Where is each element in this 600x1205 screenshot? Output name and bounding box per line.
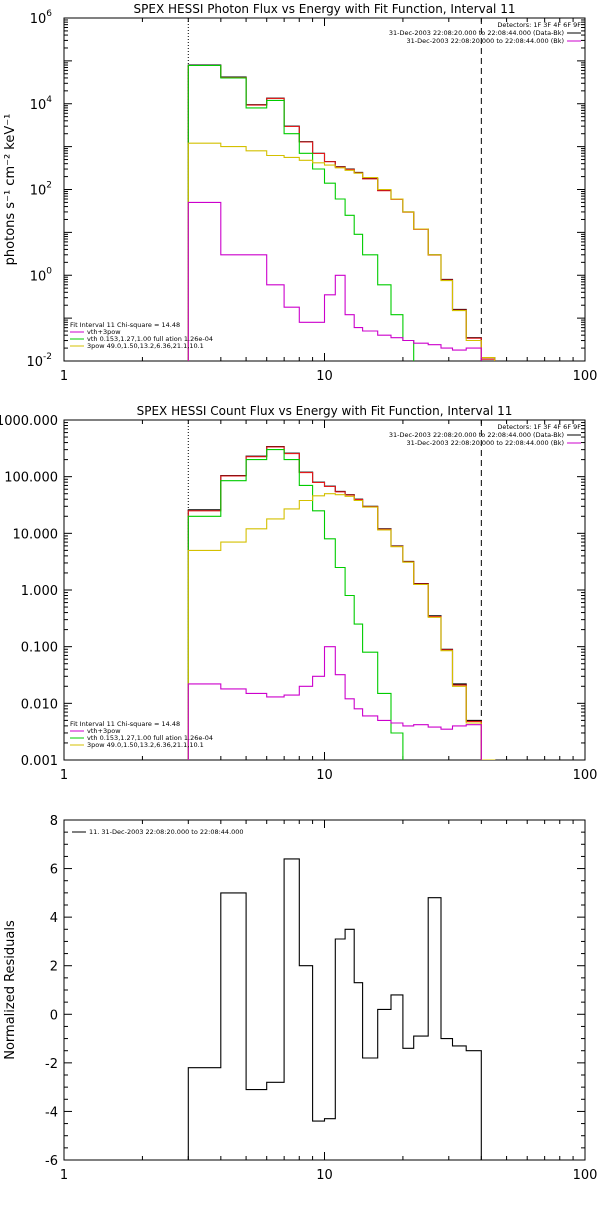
y-tick-label-count: 0.100 (21, 641, 58, 656)
series-residuals-residuals (187, 858, 482, 1160)
series-thermal-count (187, 449, 404, 760)
y-tick-label-base: 10 (30, 98, 47, 113)
y-tick-label-residuals: 2 (50, 960, 58, 975)
plot-frame-residuals (63, 819, 586, 1161)
series-power-law-count (187, 493, 496, 760)
y-tick-label-residuals: -6 (45, 1154, 58, 1169)
legend-entry-text: vth+3pow (87, 727, 121, 735)
series-line-component-count (187, 646, 482, 760)
chart-count: SPEX HESSI Count Flux vs Energy with Fit… (0, 404, 597, 783)
legend-entry-text: vth 0.153,1.27,1.00 full ation 1.26e-04 (87, 734, 213, 742)
plot-area-count (187, 420, 496, 760)
x-tick-label-count: 1 (60, 768, 68, 783)
legend-entry-text: 3pow 49.0,1.50,13.2,6.36,21.1,10.1 (87, 741, 204, 749)
y-tick-label-count: 0.001 (21, 754, 58, 769)
x-tick-label-residuals: 1 (60, 1168, 68, 1183)
legend-entry-text: 31-Dec-2003 22:08:20.000 to 22:08:44.000… (389, 29, 564, 37)
legend-bottom-left-photon: Fit Interval 11 Chi-square = 14.48vth+3p… (70, 321, 213, 350)
x-tick-label-photon: 10 (316, 369, 333, 384)
chart-photon: SPEX HESSI Photon Flux vs Energy with Fi… (3, 2, 597, 384)
y-tick-label-base: 10 (26, 355, 43, 370)
legend-entry-text: 11. 31-Dec-2003 22:08:20.000 to 22:08:44… (89, 828, 244, 836)
chart-title-photon: SPEX HESSI Photon Flux vs Energy with Fi… (134, 2, 516, 16)
x-tick-label-photon: 100 (573, 369, 598, 384)
y-tick-label-count: 0.010 (21, 697, 58, 712)
y-axis-label-photon: photons s⁻¹ cm⁻² keV⁻¹ (3, 114, 18, 266)
legend-entry-text: 31-Dec-2003 22:08:20.000 to 22:08:44.000… (407, 37, 565, 45)
y-tick-label-exp: 0 (46, 266, 52, 276)
legend-entry-text: vth 0.153,1.27,1.00 full ation 1.26e-04 (87, 335, 213, 343)
x-tick-label-residuals: 100 (573, 1168, 598, 1183)
legend-header-detectors: Detectors: 1F 3F 4F 6F 9F (497, 21, 581, 29)
legend-top-left-residuals: 11. 31-Dec-2003 22:08:20.000 to 22:08:44… (72, 828, 244, 836)
y-tick-label-photon: 106 (30, 9, 53, 27)
y-tick-label-residuals: 8 (50, 814, 58, 829)
y-tick-label-base: 10 (30, 184, 47, 199)
series-background-count (187, 446, 496, 760)
x-tick-label-residuals: 10 (316, 1168, 333, 1183)
series-data-photon (187, 64, 496, 361)
legend-header-fit: Fit Interval 11 Chi-square = 14.48 (70, 720, 180, 728)
plot-area-residuals (187, 858, 482, 1160)
y-tick-label-count: 100.000 (4, 471, 58, 486)
series-power-law-photon (187, 142, 496, 361)
chart-residuals: 1 10 100 -6 -4 -2 0 2 4 6 8 Normalized Residuals 11.… (3, 814, 597, 1183)
plot-frame-count (63, 419, 586, 761)
legend-bottom-left-count: Fit Interval 11 Chi-square = 14.48vth+3p… (70, 720, 213, 749)
legend-entry-text: vth+3pow (87, 328, 121, 336)
y-tick-label-residuals: -4 (45, 1105, 58, 1120)
y-tick-label-residuals: 6 (50, 863, 58, 878)
y-tick-label-photon: 10-2 (26, 352, 52, 370)
series-line-component-photon (187, 201, 482, 361)
y-tick-label-exp: 2 (46, 181, 52, 191)
y-tick-label-base: 10 (30, 269, 47, 284)
legend-header-detectors: Detectors: 1F 3F 4F 6F 9F (497, 423, 581, 431)
y-tick-label-count: 1.000 (21, 584, 58, 599)
y-tick-label-residuals: -2 (45, 1057, 58, 1072)
legend-entry-text: 31-Dec-2003 22:08:20.000 to 22:08:44.000… (389, 431, 564, 439)
y-tick-label-exp: 4 (46, 95, 52, 105)
y-tick-label-photon: 100 (30, 266, 53, 284)
series-background-photon (187, 64, 496, 361)
y-tick-label-residuals: 4 (50, 911, 58, 926)
y-tick-label-photon: 102 (30, 181, 52, 199)
y-tick-label-exp: 6 (46, 9, 52, 19)
legend-entry-text: 3pow 49.0,1.50,13.2,6.36,21.1,10.1 (87, 342, 204, 350)
y-tick-label-exp: -2 (43, 352, 52, 362)
y-tick-label-count: 1000.000 (0, 414, 58, 429)
y-tick-label-residuals: 0 (50, 1008, 58, 1023)
x-tick-label-photon: 1 (60, 369, 68, 384)
legend-header-fit: Fit Interval 11 Chi-square = 14.48 (70, 321, 180, 329)
y-tick-label-count: 10.000 (13, 527, 59, 542)
plot-area-photon (187, 18, 496, 361)
legend-entry-text: 31-Dec-2003 22:08:20.000 to 22:08:44.000… (407, 439, 565, 447)
x-tick-label-count: 100 (573, 768, 598, 783)
series-thermal-photon (187, 64, 415, 361)
x-tick-label-count: 10 (316, 768, 333, 783)
y-axis-label-residuals: Normalized Residuals (3, 920, 18, 1060)
y-tick-label-photon: 104 (30, 95, 53, 113)
y-tick-label-base: 10 (30, 12, 47, 27)
chart-title-count: SPEX HESSI Count Flux vs Energy with Fit… (137, 404, 513, 418)
